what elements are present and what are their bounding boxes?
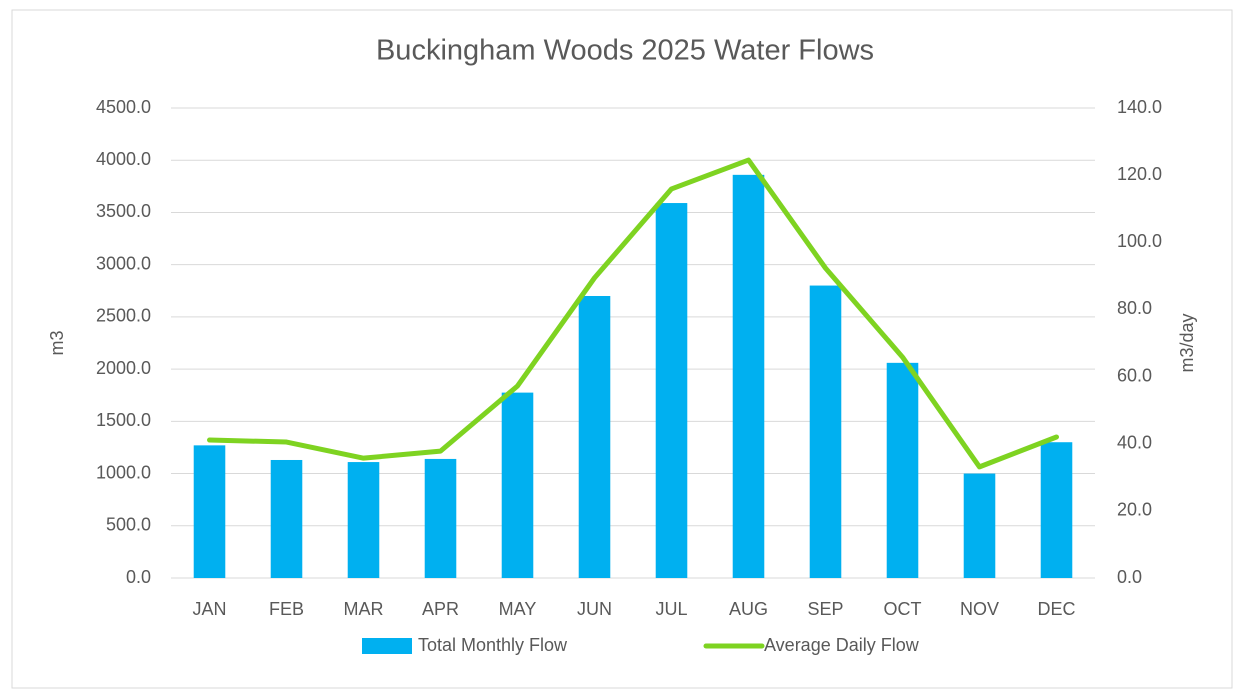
x-tick-label: JUN [577,599,612,619]
y2-tick-label: 60.0 [1117,365,1152,385]
y2-axis-label: m3/day [1177,313,1197,372]
y-axis-label: m3 [47,330,67,355]
x-tick-label: MAY [499,599,537,619]
bar [347,462,380,578]
bar [424,458,457,578]
y-tick-label: 2500.0 [96,306,151,326]
y-tick-label: 1000.0 [96,462,151,482]
y2-tick-label: 100.0 [1117,231,1162,251]
x-tick-label: AUG [729,599,768,619]
bar [732,174,765,578]
bar [1040,442,1073,578]
x-tick-label: JAN [192,599,226,619]
bar [501,392,534,578]
chart-border [11,9,1233,689]
y-tick-label: 3500.0 [96,201,151,221]
y-tick-label: 3000.0 [96,253,151,273]
chart-title: Buckingham Woods 2025 Water Flows [376,35,874,67]
legend-label: Average Daily Flow [764,635,920,655]
y2-tick-label: 20.0 [1117,500,1152,520]
bar [578,296,611,578]
x-tick-label: DEC [1037,599,1075,619]
x-tick-label: MAR [344,599,384,619]
legend-label: Total Monthly Flow [418,635,568,655]
y-tick-label: 500.0 [106,515,151,535]
legend-swatch [362,638,412,654]
bar [270,459,303,578]
x-tick-label: JUL [655,599,687,619]
x-tick-label: APR [422,599,459,619]
bar [655,203,688,579]
bar [963,473,996,578]
bar [809,285,842,578]
y2-tick-label: 0.0 [1117,567,1142,587]
y2-tick-label: 120.0 [1117,164,1162,184]
y2-tick-label: 40.0 [1117,432,1152,452]
y2-tick-label: 80.0 [1117,298,1152,318]
y-tick-label: 1500.0 [96,410,151,430]
line [207,157,1059,470]
bar [886,362,919,578]
bar [193,445,226,578]
y2-tick-label: 140.0 [1117,97,1162,117]
x-tick-label: FEB [269,599,304,619]
x-tick-label: OCT [884,599,922,619]
y-tick-label: 0.0 [126,567,151,587]
x-tick-label: NOV [960,599,999,619]
y-tick-label: 2000.0 [96,358,151,378]
y-tick-label: 4000.0 [96,149,151,169]
y-tick-label: 4500.0 [96,97,151,117]
x-tick-label: SEP [807,599,843,619]
